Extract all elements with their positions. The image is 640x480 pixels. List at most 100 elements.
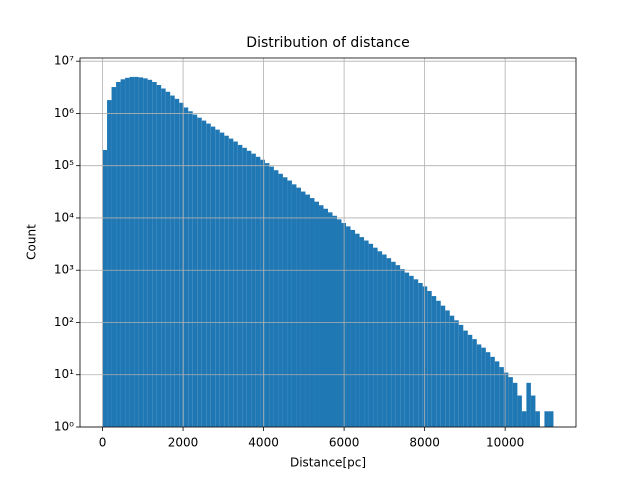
y-tick-label: 10⁷: [54, 54, 74, 68]
x-axis-label: Distance[pc]: [290, 456, 366, 470]
bar: [382, 254, 387, 427]
bar: [454, 320, 459, 427]
bar: [427, 291, 432, 427]
bar: [517, 395, 522, 427]
bar: [125, 77, 130, 428]
bar: [337, 219, 342, 427]
bar: [264, 163, 270, 427]
bar: [404, 272, 410, 427]
bar: [233, 141, 238, 428]
bar: [359, 237, 365, 427]
bar: [476, 344, 482, 427]
bar: [215, 129, 220, 427]
bar: [449, 315, 455, 427]
bar: [246, 150, 252, 427]
x-tick-label: 0: [99, 436, 107, 450]
bar: [512, 382, 518, 427]
x-tick-label: 4000: [248, 436, 279, 450]
y-tick-label: 10⁴: [54, 210, 74, 224]
bar: [237, 144, 243, 428]
bar: [350, 229, 356, 427]
bar: [544, 411, 549, 427]
bar: [116, 81, 121, 427]
bar: [467, 334, 473, 427]
bar: [197, 117, 202, 428]
bar: [179, 102, 184, 428]
bar: [418, 282, 423, 427]
bar: [170, 95, 175, 427]
plot-frame: [79, 57, 577, 428]
bar: [255, 156, 261, 427]
bar: [111, 87, 117, 427]
bar: [368, 243, 374, 427]
bar: [463, 330, 468, 427]
bar: [323, 208, 328, 427]
bar: [143, 78, 148, 428]
bar: [165, 91, 171, 428]
bar: [206, 123, 211, 428]
bar: [228, 138, 234, 428]
bar: [472, 339, 477, 427]
x-tick-label: 6000: [329, 436, 360, 450]
bar: [309, 198, 315, 427]
bar: [530, 395, 536, 427]
bar: [440, 305, 446, 427]
bar: [174, 98, 180, 427]
bar: [107, 100, 112, 427]
bar: [373, 247, 378, 427]
bar: [377, 251, 383, 427]
y-tick-label: 10⁶: [54, 106, 74, 120]
bar: [102, 149, 108, 427]
bar: [156, 84, 162, 427]
bar: [526, 382, 531, 427]
bar: [129, 76, 135, 428]
bar: [431, 296, 437, 427]
bar: [499, 367, 504, 427]
x-tick-label: 8000: [409, 436, 440, 450]
bar: [138, 77, 144, 427]
bar: [548, 411, 554, 427]
bar: [305, 194, 310, 427]
bar: [269, 166, 274, 427]
bar: [409, 275, 414, 427]
bar: [273, 170, 279, 428]
bar: [201, 120, 207, 427]
x-tick-label: 2000: [168, 436, 199, 450]
bar: [521, 411, 527, 427]
bar: [188, 111, 193, 428]
bar: [490, 356, 495, 427]
bar: [494, 361, 500, 427]
bar: [251, 153, 256, 427]
bar: [332, 215, 338, 427]
bar: [485, 352, 491, 427]
bar: [183, 107, 189, 427]
bar: [400, 269, 405, 427]
bar: [391, 261, 396, 427]
y-tick-label: 10⁰: [54, 420, 74, 434]
bar: [291, 184, 297, 427]
bar: [224, 135, 229, 427]
bar: [210, 126, 216, 428]
bar: [458, 324, 464, 427]
bar: [161, 88, 166, 428]
bar: [346, 226, 351, 427]
bar: [535, 411, 540, 427]
bar: [278, 173, 283, 427]
bar: [328, 212, 333, 427]
bar: [436, 300, 441, 427]
bar: [508, 377, 513, 427]
bar: [296, 187, 301, 427]
x-tick-label: 10000: [486, 436, 524, 450]
y-tick-label: 10⁵: [54, 158, 74, 172]
bar: [147, 79, 153, 428]
bar: [314, 201, 319, 427]
bar: [120, 79, 126, 427]
y-axis-label: Count: [25, 224, 39, 260]
bar: [355, 233, 360, 427]
bar: [282, 177, 288, 427]
bar: [134, 76, 139, 428]
bar: [192, 114, 198, 428]
bar: [152, 81, 157, 427]
bar: [445, 310, 450, 427]
